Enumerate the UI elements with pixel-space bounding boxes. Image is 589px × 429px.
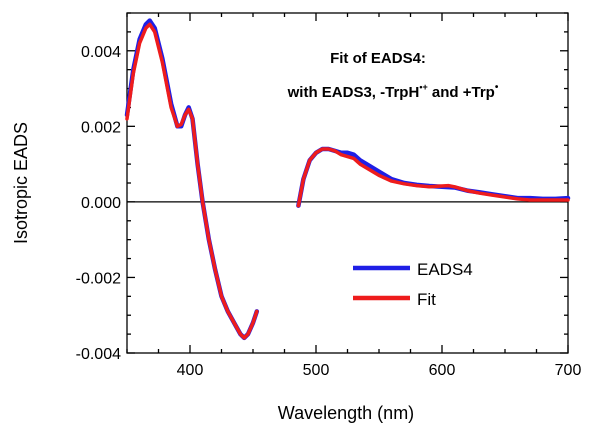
y-tick-label: 0.002 — [81, 119, 121, 136]
annotation-line-1: Fit of EADS4: — [330, 50, 426, 67]
annotation-line-2-main: with EADS3, -TrpH — [287, 84, 420, 101]
annotation-line-2: with EADS3, -TrpH•+ and +Trp• — [287, 82, 499, 101]
legend-label-eads4: EADS4 — [417, 260, 473, 279]
series-fit-line — [125, 22, 259, 340]
x-tick-label: 500 — [303, 362, 330, 379]
annotation-line-2-mid: and +Trp — [428, 84, 495, 101]
tick-labels: 400 500 600 700 -0.004 -0.002 0.000 0.002 0.004 — [76, 44, 582, 379]
series-fit-line — [296, 147, 570, 208]
series-eads4-line — [296, 146, 571, 208]
annotation-sup-2: • — [495, 82, 499, 93]
legend: EADS4 Fit — [353, 260, 473, 309]
y-axis-label: Isotropic EADS — [11, 122, 31, 244]
y-tick-label: -0.004 — [76, 346, 121, 363]
legend-label-fit: Fit — [417, 290, 436, 309]
axis-ticks — [126, 12, 569, 354]
y-tick-label: 0.004 — [81, 44, 121, 61]
series-layer — [124, 18, 571, 341]
x-tick-label: 700 — [555, 362, 582, 379]
annotation-sup-1: •+ — [419, 82, 427, 92]
y-tick-label: 0.000 — [81, 195, 121, 212]
y-tick-label: -0.002 — [76, 270, 121, 287]
x-axis-label: Wavelength (nm) — [278, 403, 414, 423]
x-tick-label: 400 — [177, 362, 204, 379]
x-tick-label: 600 — [429, 362, 456, 379]
series-eads4-line — [124, 18, 260, 341]
